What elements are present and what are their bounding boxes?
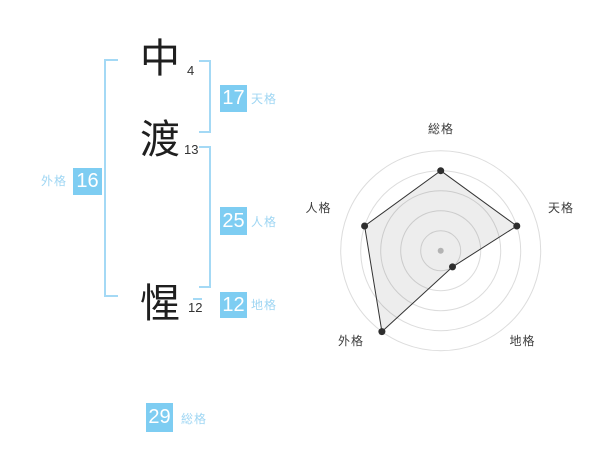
- chikaku-label: 地格: [251, 298, 278, 312]
- jinkaku-value-box: 25: [220, 207, 247, 235]
- stroke-count-1: 4: [187, 63, 195, 78]
- gaikaku-value-box: 16: [73, 168, 102, 195]
- tenkaku-label: 天格: [251, 92, 278, 106]
- jinkaku-bracket: [199, 146, 211, 288]
- chart-axis-label: 人格: [305, 200, 331, 215]
- stroke-count-3: 12: [188, 300, 203, 315]
- gaikaku-bracket: [104, 59, 118, 297]
- chart-data-point: [378, 328, 386, 336]
- tenkaku-bracket: [199, 60, 211, 133]
- gaikaku-label: 外格: [40, 174, 67, 188]
- chart-axis-label: 地格: [509, 333, 535, 348]
- chart-axis-label: 総格: [428, 121, 454, 136]
- soukaku-label: 総格: [181, 412, 208, 426]
- kanji-char-3: 惺: [140, 282, 180, 326]
- chart-grid-ring: [340, 150, 542, 352]
- kanji-char-2: 渡: [140, 118, 180, 162]
- kanji-char-1: 中: [140, 37, 180, 81]
- chart-data-point: [449, 263, 456, 271]
- stroke-count-2: 13: [184, 142, 199, 157]
- chart-data-point: [437, 167, 445, 175]
- chikaku-tick: [193, 298, 202, 300]
- jinkaku-label: 人格: [251, 215, 278, 229]
- chart-data-point: [513, 222, 521, 230]
- chart-center-dot: [437, 247, 444, 254]
- chart-axis-label: 外格: [338, 333, 364, 348]
- chart-grid-ring: [420, 230, 462, 272]
- soukaku-value-box: 29: [146, 403, 173, 432]
- chart-grid-ring: [380, 190, 502, 312]
- chart-axis-label: 天格: [548, 200, 574, 215]
- chikaku-value-box: 12: [220, 292, 247, 318]
- chart-data-point: [361, 222, 369, 230]
- tenkaku-value-box: 17: [220, 85, 247, 112]
- chart-data-polygon: [364, 170, 518, 333]
- chart-grid-ring: [400, 210, 482, 292]
